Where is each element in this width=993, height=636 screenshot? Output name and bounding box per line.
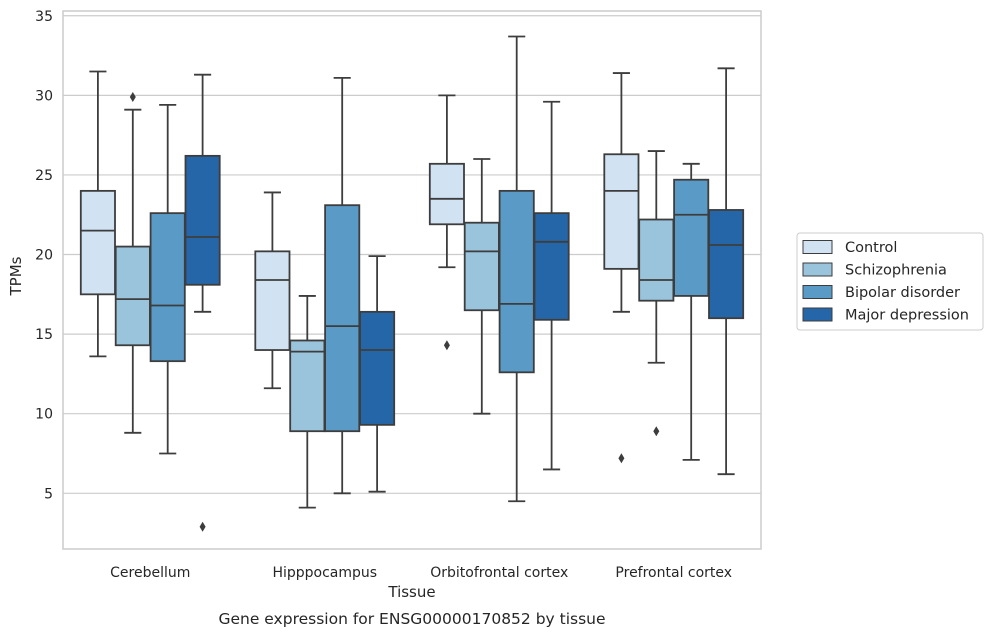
legend-frame bbox=[796, 232, 984, 331]
iqr-box bbox=[184, 154, 221, 286]
y-tick-label: 25 bbox=[35, 168, 53, 184]
outlier-point bbox=[653, 426, 660, 437]
box-schizophrenia bbox=[114, 91, 151, 434]
outlier-point bbox=[199, 521, 206, 532]
legend-swatch bbox=[802, 240, 833, 254]
x-tick-label: Hipppocampus bbox=[272, 565, 377, 581]
box-major-depression bbox=[359, 255, 396, 493]
iqr-box bbox=[324, 204, 361, 433]
legend-label: Schizophrenia bbox=[845, 263, 947, 279]
iqr-box bbox=[254, 250, 291, 351]
iqr-box bbox=[359, 310, 396, 426]
x-tick-label: Prefrontal cortex bbox=[615, 565, 732, 581]
iqr-box bbox=[708, 209, 745, 320]
legend-swatch bbox=[802, 307, 833, 322]
boxes bbox=[79, 35, 745, 532]
y-tick-label: 30 bbox=[35, 88, 53, 104]
iqr-box bbox=[79, 189, 116, 296]
iqr-box bbox=[289, 339, 326, 433]
box-bipolar-disorder bbox=[149, 104, 186, 455]
y-tick-label: 15 bbox=[35, 327, 53, 343]
iqr-box bbox=[533, 212, 570, 321]
legend-label: Bipolar disorder bbox=[845, 285, 960, 301]
box-major-depression bbox=[533, 100, 570, 471]
iqr-box bbox=[673, 178, 710, 297]
box-control bbox=[254, 191, 291, 390]
box-control bbox=[603, 72, 640, 464]
iqr-box bbox=[114, 245, 151, 347]
y-tick-label: 20 bbox=[35, 248, 53, 264]
iqr-box bbox=[498, 189, 535, 374]
box-schizophrenia bbox=[638, 150, 675, 437]
iqr-box bbox=[463, 221, 500, 312]
box-bipolar-disorder bbox=[673, 162, 710, 461]
outlier-point bbox=[129, 91, 136, 102]
legend-label: Control bbox=[845, 240, 897, 256]
legend-swatch bbox=[802, 285, 833, 299]
legend: Control Schizophrenia Bipolar disorder Majo… bbox=[796, 232, 984, 331]
y-tick-label: 35 bbox=[35, 9, 53, 25]
box-control bbox=[79, 70, 116, 358]
iqr-box bbox=[638, 218, 675, 302]
box-schizophrenia bbox=[463, 158, 500, 415]
box-major-depression bbox=[184, 73, 221, 532]
outlier-point bbox=[618, 453, 625, 464]
iqr-box bbox=[428, 162, 465, 226]
plot-frame bbox=[62, 10, 762, 550]
box-bipolar-disorder bbox=[324, 76, 361, 495]
iqr-box bbox=[603, 153, 640, 270]
y-tick-label: 5 bbox=[44, 486, 53, 502]
legend-label: Major depression bbox=[845, 308, 969, 324]
y-tick-label: 10 bbox=[35, 407, 53, 423]
iqr-box bbox=[149, 212, 186, 363]
x-tick-label: Orbitofrontal cortex bbox=[430, 565, 568, 581]
x-tick-labels: Cerebellum Hipppocampus Orbitofrontal cort… bbox=[110, 565, 732, 581]
box-bipolar-disorder bbox=[498, 35, 535, 503]
box-major-depression bbox=[708, 67, 745, 476]
y-tick-labels: 5 10 15 20 25 30 35 bbox=[35, 9, 53, 503]
y-axis-label: TPMs bbox=[7, 256, 25, 296]
box-control bbox=[428, 94, 465, 351]
outlier-point bbox=[443, 340, 450, 351]
legend-swatch bbox=[802, 262, 833, 277]
x-axis-label: Tissue bbox=[387, 583, 435, 601]
box-schizophrenia bbox=[289, 295, 326, 509]
x-tick-label: Cerebellum bbox=[110, 565, 190, 581]
chart-caption: Gene expression for ENSG00000170852 by t… bbox=[218, 610, 605, 628]
